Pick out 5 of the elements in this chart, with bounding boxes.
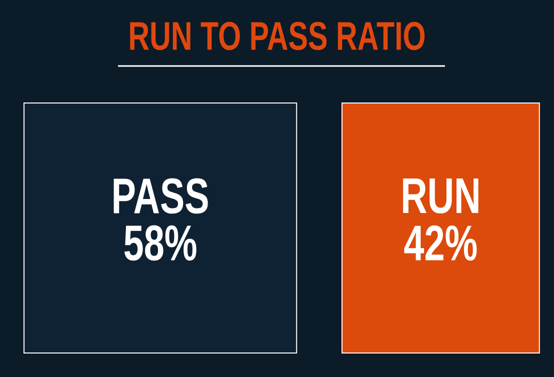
category-label: RUN [403,178,478,214]
data-label: 58% [124,225,196,261]
text: RUN TO PASS RATIO [130,22,425,50]
data-label: 42% [404,225,477,261]
category-label: PASS [114,178,208,214]
